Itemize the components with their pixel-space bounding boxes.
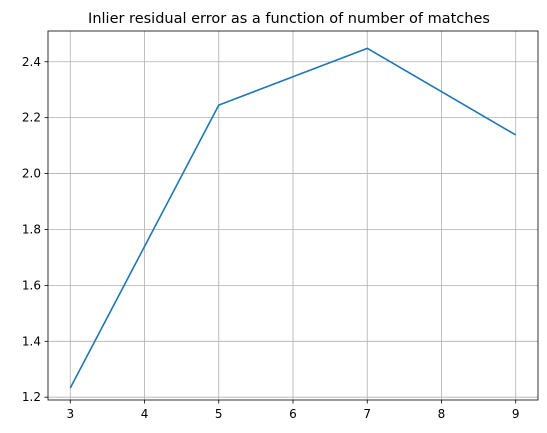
x-tick-label: 5 <box>215 407 223 421</box>
y-tick-label: 1.2 <box>22 390 41 404</box>
x-tick-label: 7 <box>363 407 371 421</box>
y-tick-label: 2.4 <box>22 55 41 69</box>
y-tick-label: 1.8 <box>22 222 41 236</box>
x-tick-label: 4 <box>141 407 149 421</box>
y-tick-label: 1.6 <box>22 278 41 292</box>
x-tick-label: 3 <box>66 407 74 421</box>
y-tick-label: 2.0 <box>22 167 41 181</box>
grid-layer <box>48 31 538 400</box>
x-tick-label: 6 <box>289 407 297 421</box>
series-layer <box>69 47 517 389</box>
x-tick-label: 9 <box>512 407 520 421</box>
y-tick-label: 1.4 <box>22 334 41 348</box>
x-tick-label: 8 <box>438 407 446 421</box>
y-tick-label: 2.2 <box>22 111 41 125</box>
chart-title: Inlier residual error as a function of n… <box>88 11 490 27</box>
series-line-0 <box>69 47 517 389</box>
tick-layer: 3 4 5 6 7 8 9 1.2 1.4 1.6 1.8 2.0 2.2 2.4 <box>22 55 520 421</box>
